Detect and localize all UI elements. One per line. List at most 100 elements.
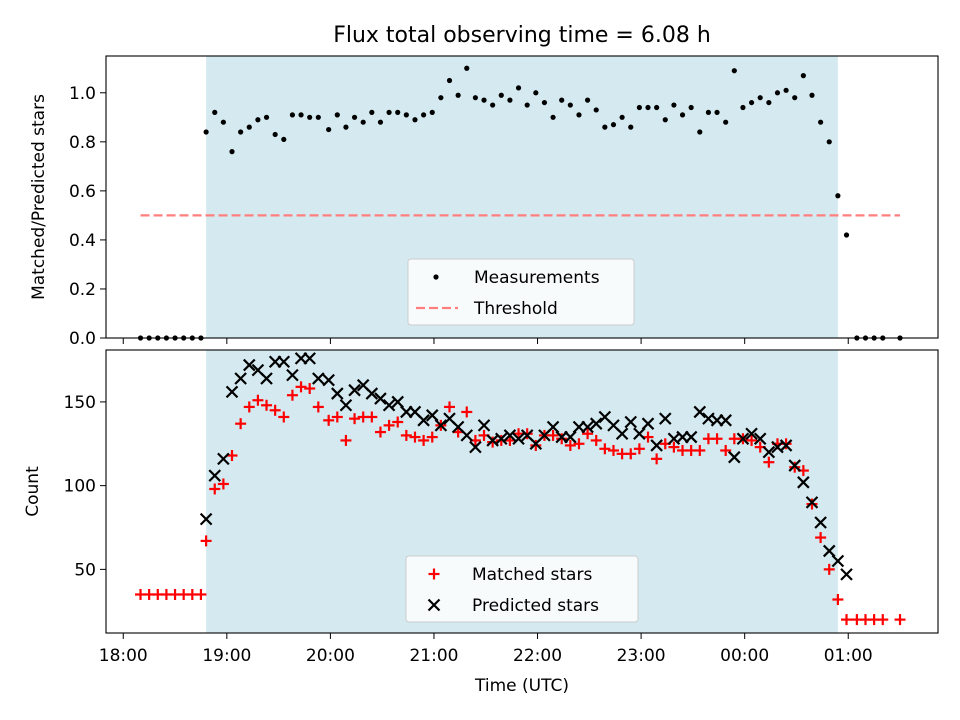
data-point-cross-26 <box>425 409 439 422</box>
ratio-panel: 0.0 0.2 0.4 0.6 0.8 1.0 Matched/Predicted star… <box>29 55 939 349</box>
data-point-cross-33-b <box>486 434 499 447</box>
data-point-cross-22 <box>391 395 404 409</box>
x-tick-label: 18:00 <box>99 646 148 666</box>
x-axis-label: Time (UTC) <box>474 676 569 696</box>
data-point-cross-32-b <box>477 419 491 432</box>
data-point-dot-16 <box>272 131 278 138</box>
data-point-cross-1 <box>208 469 222 482</box>
data-point-cross-74 <box>840 568 853 581</box>
data-point-dot-76 <box>792 95 798 101</box>
data-point-cross-72-b <box>822 544 836 558</box>
data-point-plus-10 <box>217 478 229 490</box>
data-point-cross-63-b <box>745 427 758 441</box>
data-point-cross-10 <box>286 368 299 382</box>
x-tick-label: 22:00 <box>513 646 562 666</box>
data-point-cross-15 <box>331 387 344 400</box>
data-point-dot-11 <box>229 149 235 155</box>
data-point-cross-71-b <box>814 516 827 529</box>
data-point-plus-82 <box>841 614 853 626</box>
data-point-cross-14 <box>322 373 335 387</box>
data-point-cross-40-b <box>546 420 560 434</box>
data-point-cross-53 <box>658 412 672 425</box>
data-point-cross-22-b <box>391 395 404 409</box>
data-point-dot-67 <box>714 109 720 115</box>
data-point-dot-55 <box>610 122 617 128</box>
data-point-plus-48 <box>547 429 559 441</box>
y-tick-label: 0.0 <box>69 329 96 349</box>
legend-marker-dot <box>433 274 439 280</box>
legend-label: Predicted stars <box>472 596 599 616</box>
data-point-cross-9 <box>277 355 291 368</box>
y-axis-label: Matched/Predicted stars <box>29 94 49 300</box>
data-point-plus-41 <box>487 436 499 448</box>
data-point-cross-53-b <box>658 412 672 425</box>
chart-title: Flux total observing time = 6.08 h <box>333 23 711 48</box>
data-point-cross-69-b <box>797 476 810 489</box>
data-point-cross-13-b <box>312 372 325 385</box>
data-point-dot-52 <box>584 97 591 103</box>
x-tick-label: 01:00 <box>824 646 873 666</box>
data-point-dot-71 <box>748 99 755 106</box>
data-point-dot-73 <box>766 99 772 106</box>
data-point-plus-73 <box>763 456 775 468</box>
data-point-dot-72 <box>757 95 763 101</box>
legend-box <box>405 555 639 623</box>
data-point-cross-17-b <box>348 383 361 397</box>
data-point-dot-38 <box>464 65 470 71</box>
data-point-cross-18-b <box>356 378 370 392</box>
y-tick-label: 0.8 <box>69 133 96 153</box>
data-point-cross-19 <box>365 387 379 400</box>
data-point-cross-25-b <box>417 414 430 427</box>
data-point-cross-61-b <box>728 450 741 464</box>
data-point-dot-37 <box>455 92 461 98</box>
data-point-dot-32 <box>412 117 418 123</box>
data-point-plus-58 <box>633 443 645 455</box>
data-point-plus-25 <box>349 413 361 425</box>
data-point-cross-2 <box>217 452 230 466</box>
data-point-dot-12 <box>238 129 244 135</box>
data-point-dot-19 <box>298 112 304 118</box>
legend: Matched stars Predicted stars <box>405 555 639 623</box>
data-point-dot-64 <box>688 104 694 111</box>
data-point-cross-12-b <box>303 352 316 365</box>
data-point-dot-46 <box>533 90 539 96</box>
data-point-cross-50 <box>633 427 646 441</box>
legend-label: Measurements <box>474 268 600 288</box>
data-point-dot-14 <box>255 117 261 123</box>
data-point-cross-67-b <box>779 439 793 452</box>
data-point-plus-75 <box>780 438 792 450</box>
data-point-plus-54 <box>599 443 611 455</box>
data-point-dot-61 <box>662 117 668 123</box>
data-point-dot-28 <box>377 119 384 125</box>
data-point-dot-47 <box>541 99 548 106</box>
axes-frame <box>105 349 939 634</box>
data-point-cross-60-b <box>719 414 732 427</box>
data-point-cross-20-b <box>374 392 387 405</box>
data-point-plus-11 <box>226 449 238 461</box>
data-point-cross-29-b <box>451 420 465 434</box>
data-point-plus-31 <box>400 429 412 441</box>
data-point-cross-51-b <box>641 417 655 430</box>
data-point-cross-19-b <box>365 387 379 400</box>
data-point-dot-21 <box>315 114 321 120</box>
data-point-cross-5 <box>242 358 256 372</box>
data-point-cross-25 <box>417 414 430 427</box>
data-point-cross-16 <box>339 398 353 412</box>
data-point-plus-87 <box>894 614 906 626</box>
data-point-cross-34 <box>495 432 508 446</box>
data-point-dot-15 <box>263 114 270 120</box>
data-point-cross-12 <box>303 352 316 365</box>
legend-marker-plus <box>428 568 440 580</box>
data-point-cross-51 <box>641 417 655 430</box>
data-point-cross-60 <box>719 414 732 427</box>
data-point-plus-59 <box>642 431 654 443</box>
data-point-cross-9-b <box>277 355 291 368</box>
data-point-cross-37-b <box>520 429 534 442</box>
data-point-plus-9 <box>209 483 221 495</box>
data-point-plus-86 <box>877 614 889 626</box>
data-point-dot-63 <box>679 112 686 118</box>
data-point-dot-80 <box>826 139 832 145</box>
data-point-cross-36-b <box>512 432 525 446</box>
data-point-cross-4 <box>234 372 247 385</box>
data-point-dot-69 <box>731 68 737 74</box>
